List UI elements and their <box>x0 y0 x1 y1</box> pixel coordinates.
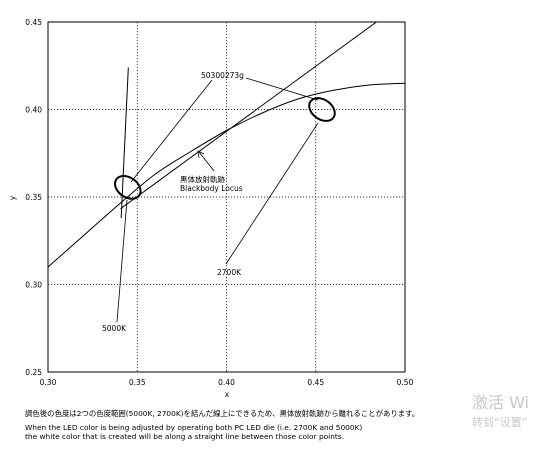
caption-line-1: 調色後の色度は2つの色度範囲(5000K, 2700K)を結んだ線上にできるため… <box>25 409 420 418</box>
watermark-line-1: 激活 Wi <box>472 393 530 412</box>
ellipse-5000k <box>114 175 142 200</box>
plot-frame <box>47 21 406 373</box>
y-tick-label: 0.45 <box>25 18 42 27</box>
leader-50300273g-left <box>130 79 213 183</box>
y-tick-label: 0.40 <box>25 106 42 115</box>
leader-50300273g-right <box>245 77 319 101</box>
leader-blackbody-arrow <box>197 150 205 159</box>
caption-line-3: the white color that is created will be … <box>25 432 344 441</box>
tuning-line <box>120 22 377 210</box>
annotation-5000k: 5000K <box>102 324 127 333</box>
x-tick-label: 0.40 <box>218 378 235 387</box>
y-axis-label: y <box>8 195 17 200</box>
x-tick-label: 0.35 <box>129 378 146 387</box>
y-axis-ticks: 0.25 0.30 0.35 0.40 0.45 <box>25 18 42 377</box>
y-tick-label: 0.30 <box>25 281 42 290</box>
watermark-line-2: 转到“设置” <box>472 416 528 429</box>
annotation-blackbody-en: Blackbody Locus <box>180 184 243 193</box>
leader-5000k <box>116 199 128 323</box>
blackbody-locus-curve <box>48 82 405 268</box>
x-axis-ticks: 0.30 0.35 0.40 0.45 0.50 <box>40 378 414 387</box>
leader-blackbody <box>198 151 215 172</box>
leader-2700k <box>225 122 319 265</box>
x-tick-label: 0.45 <box>307 378 324 387</box>
series-layer <box>48 22 405 268</box>
ellipse-2700k <box>308 97 336 122</box>
annotation-leaders <box>116 77 319 323</box>
x-tick-label: 0.30 <box>40 378 57 387</box>
y-tick-label: 0.25 <box>25 368 42 377</box>
annotation-2700k: 2700K <box>217 268 242 277</box>
annotation-50300273g: 50300273g <box>201 71 244 80</box>
x-axis-label: x <box>225 390 230 399</box>
line-5000k <box>120 67 129 219</box>
x-tick-label: 0.50 <box>397 378 414 387</box>
annotation-blackbody-jp: 黒体放射軌跡 <box>180 174 225 184</box>
caption-line-2: When the LED color is being adjusted by … <box>25 423 363 432</box>
y-tick-label: 0.35 <box>25 193 42 202</box>
